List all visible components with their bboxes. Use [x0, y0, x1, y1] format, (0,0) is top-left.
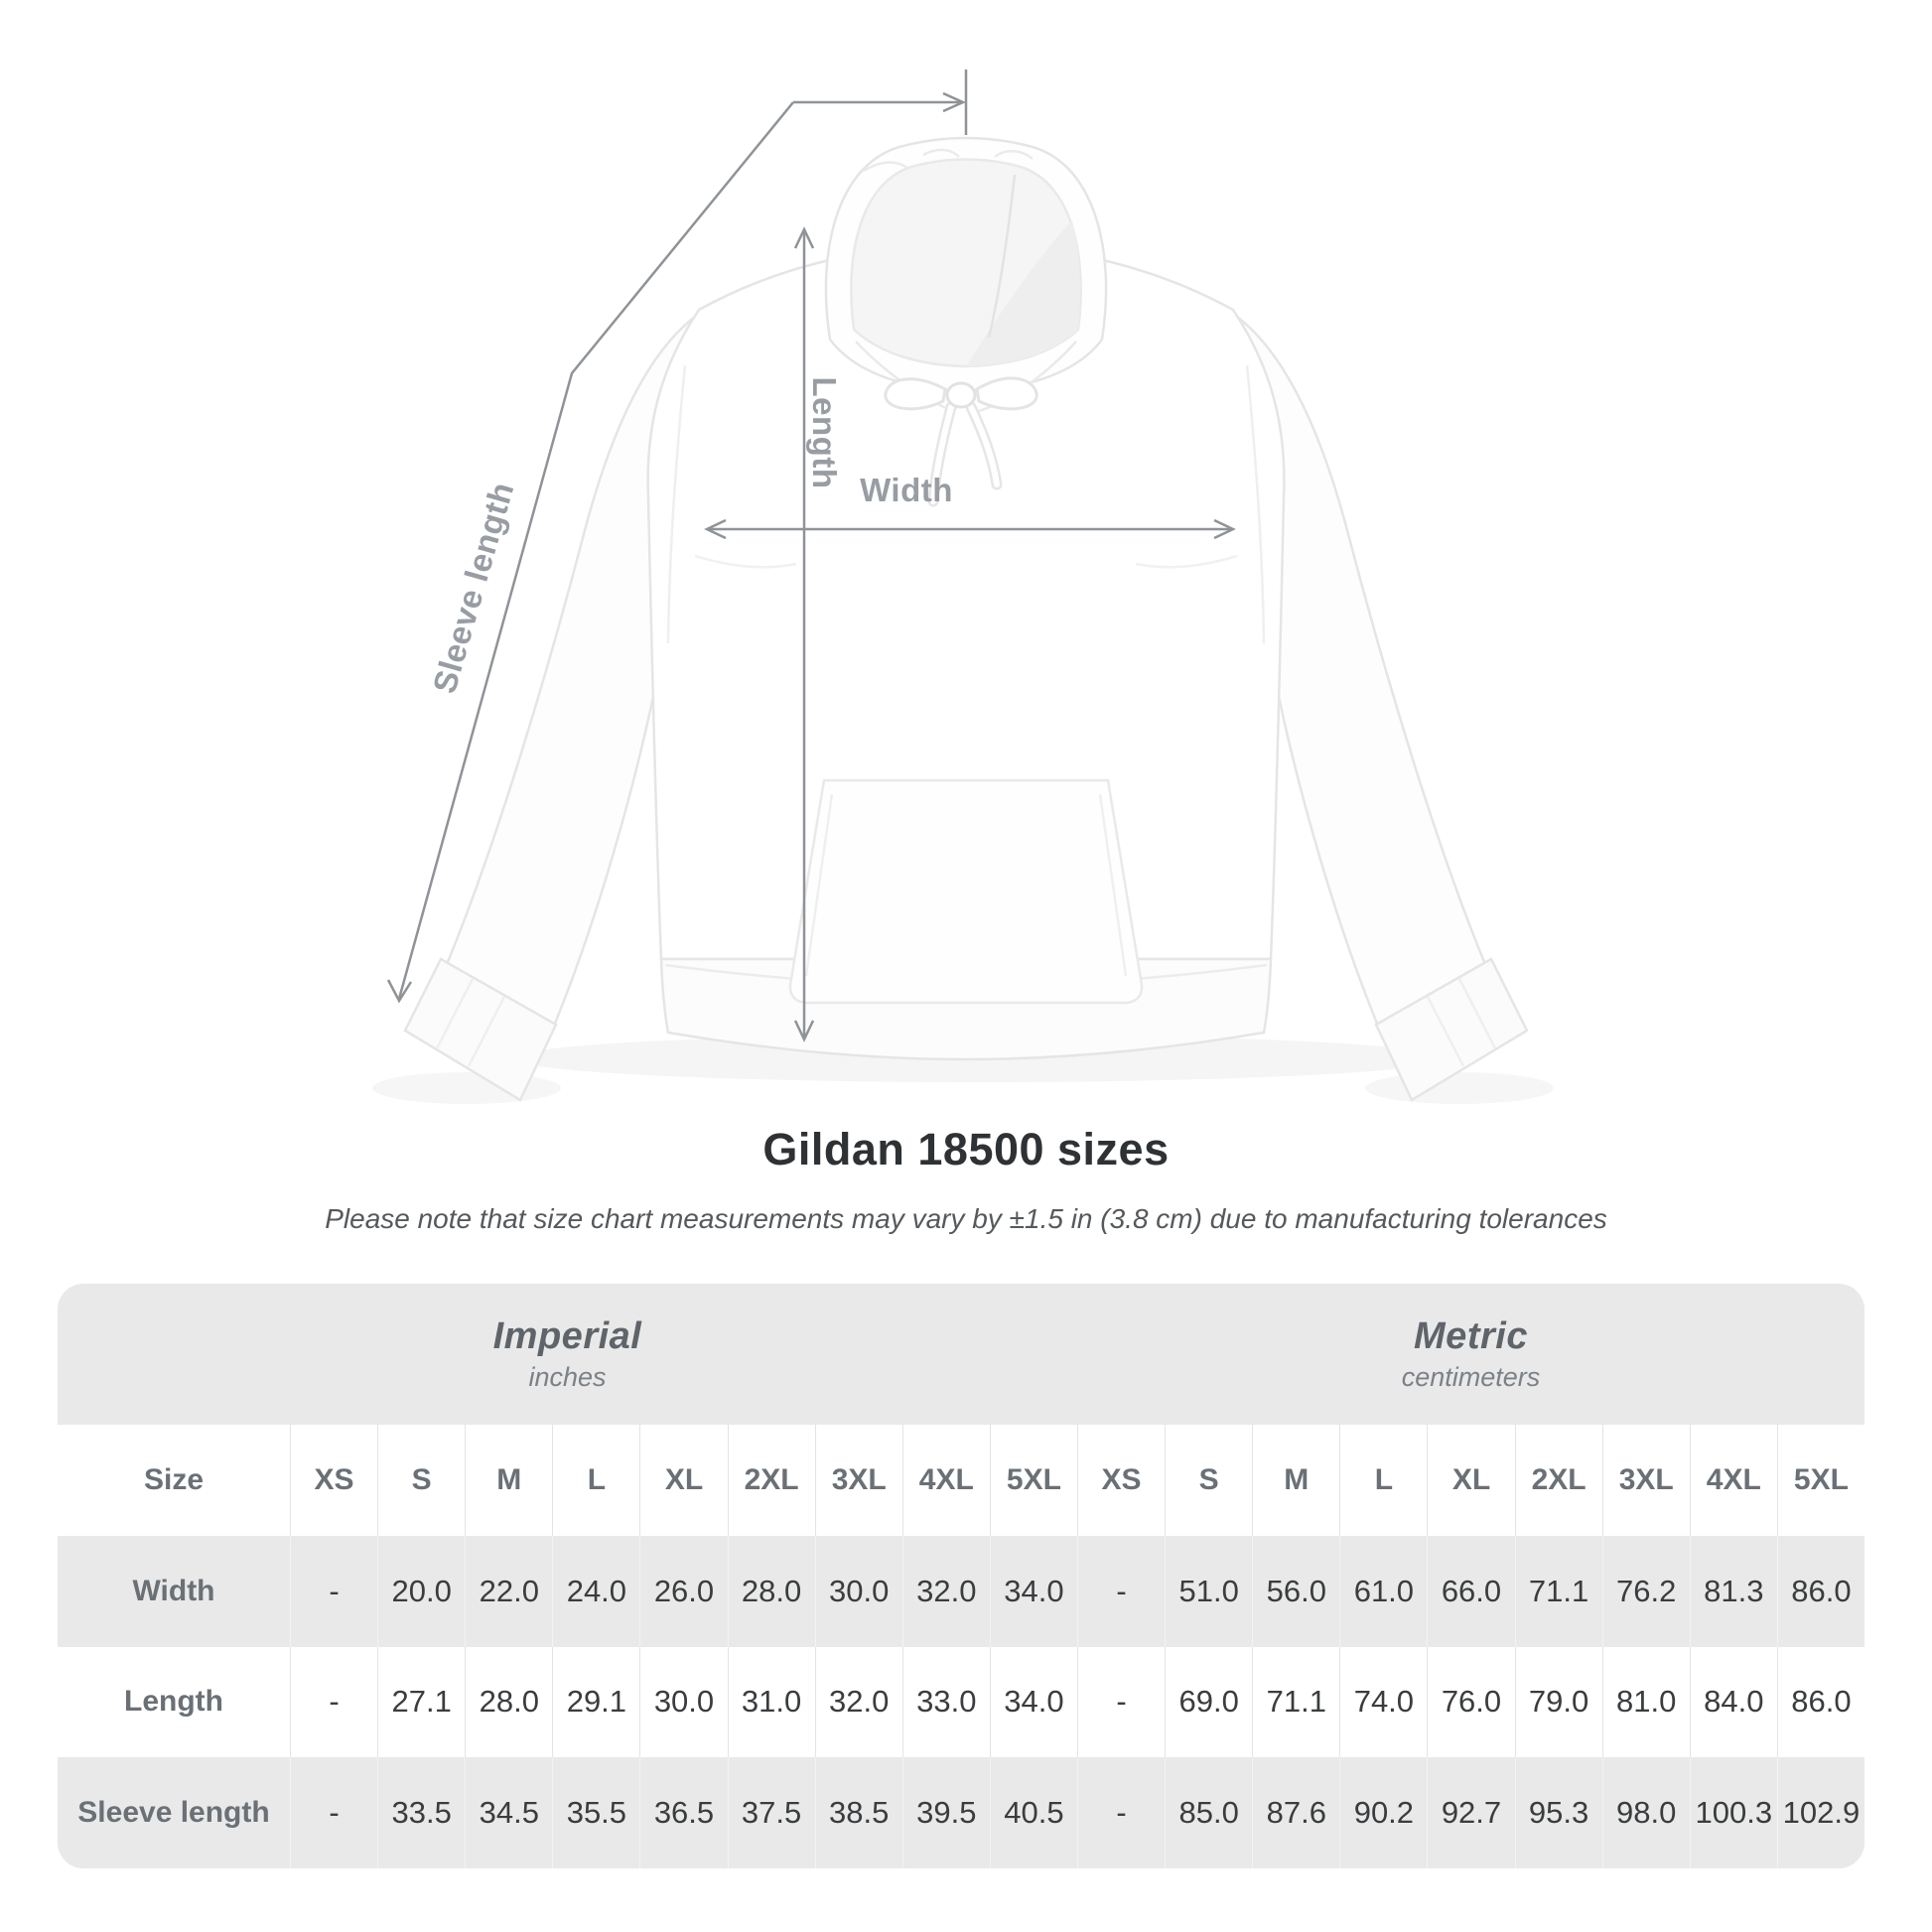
value-cell: 102.9	[1776, 1757, 1864, 1868]
page-title: Gildan 18500 sizes	[762, 1124, 1170, 1174]
value-cell: -	[290, 1535, 378, 1647]
value-cell: 51.0	[1165, 1535, 1253, 1647]
value-cell: 29.1	[552, 1646, 639, 1758]
value-cell: 86.0	[1776, 1535, 1864, 1647]
value-cell: 76.0	[1427, 1646, 1514, 1758]
value-cell: 66.0	[1427, 1535, 1515, 1647]
size-header-metric-m: M	[1252, 1425, 1339, 1536]
metric-header: Metric centimeters	[1077, 1284, 1864, 1425]
value-cell: 92.7	[1427, 1757, 1515, 1868]
metric-subtitle: centimeters	[1401, 1362, 1541, 1392]
value-cell: 71.1	[1514, 1535, 1602, 1647]
value-cell: 86.0	[1776, 1646, 1864, 1758]
drawstring-bow	[884, 376, 1038, 507]
size-column-header: Size	[143, 1462, 205, 1496]
value-cell: 56.0	[1252, 1535, 1340, 1647]
value-cell: 31.0	[727, 1646, 815, 1758]
value-cell: 74.0	[1339, 1646, 1427, 1758]
width-measure-label: Width	[860, 472, 953, 508]
row-label: Width	[58, 1535, 290, 1647]
value-cell: 30.0	[814, 1535, 902, 1647]
value-cell: 76.2	[1601, 1535, 1690, 1647]
tolerance-note: Please note that size chart measurements…	[325, 1203, 1607, 1234]
size-chart-table: Imperial inches Metric centimeters Size X…	[58, 1284, 1864, 1868]
value-cell: 81.0	[1601, 1646, 1690, 1758]
imperial-title: Imperial	[492, 1315, 642, 1357]
value-cell: 36.5	[639, 1757, 728, 1868]
value-cell: 28.0	[465, 1646, 552, 1758]
size-header-imperial-m: M	[465, 1425, 552, 1536]
sleeve-measure-line	[397, 100, 961, 1000]
imperial-header: Imperial inches	[58, 1284, 1077, 1425]
value-cell: 98.0	[1601, 1757, 1690, 1868]
kangaroo-pocket	[788, 778, 1144, 1005]
value-cell: 39.5	[901, 1757, 990, 1868]
size-header-metric-xl: XL	[1427, 1425, 1514, 1536]
hoodie-illustration	[403, 136, 1529, 1102]
value-cell: 95.3	[1514, 1757, 1602, 1868]
size-grid: Size XS S M L XL 2XL 3XL 4XL 5XL XS S M L XL 2XL 3XL 4XL 5…	[58, 1425, 1864, 1868]
value-cell: 27.1	[377, 1646, 465, 1758]
size-header-imperial-xl: XL	[639, 1425, 727, 1536]
right-cuff	[1374, 957, 1529, 1102]
value-cell: -	[290, 1757, 378, 1868]
left-cuff	[403, 957, 558, 1102]
size-header-metric-2xl: 2XL	[1514, 1425, 1602, 1536]
value-cell: 85.0	[1165, 1757, 1253, 1868]
value-cell: 69.0	[1165, 1646, 1252, 1758]
value-cell: -	[290, 1646, 377, 1758]
size-header-metric-3xl: 3XL	[1601, 1425, 1690, 1536]
value-cell: 28.0	[727, 1535, 815, 1647]
size-header-metric-xs: XS	[1077, 1425, 1165, 1536]
value-cell: 71.1	[1252, 1646, 1339, 1758]
value-cell: 61.0	[1339, 1535, 1428, 1647]
value-cell: 90.2	[1339, 1757, 1428, 1868]
value-cell: 33.5	[377, 1757, 466, 1868]
value-cell: 32.0	[901, 1535, 990, 1647]
size-header-imperial-3xl: 3XL	[814, 1425, 902, 1536]
value-cell: 20.0	[377, 1535, 466, 1647]
size-header-metric-l: L	[1339, 1425, 1427, 1536]
value-cell: 79.0	[1514, 1646, 1602, 1758]
imperial-subtitle: inches	[528, 1362, 607, 1392]
value-cell: 35.5	[552, 1757, 640, 1868]
value-cell: 34.5	[465, 1757, 553, 1868]
row-label: Length	[124, 1685, 223, 1719]
value-cell: 100.3	[1689, 1757, 1777, 1868]
size-header-imperial-5xl: 5XL	[989, 1425, 1077, 1536]
row-label: Sleeve length	[58, 1757, 290, 1868]
size-header-metric-4xl: 4XL	[1689, 1425, 1777, 1536]
size-header-imperial-xs: XS	[290, 1425, 377, 1536]
size-header-imperial-2xl: 2XL	[727, 1425, 815, 1536]
size-header-metric-s: S	[1165, 1425, 1252, 1536]
size-header-imperial-s: S	[377, 1425, 465, 1536]
size-header-imperial-4xl: 4XL	[901, 1425, 990, 1536]
measurement-arrows	[386, 69, 1236, 1042]
value-cell: 22.0	[465, 1535, 553, 1647]
metric-title: Metric	[1414, 1315, 1528, 1357]
hoodie-measurement-diagram: Length Width Sleeve length	[386, 69, 1529, 1102]
value-cell: 34.0	[989, 1646, 1077, 1758]
length-measure-label: Length	[806, 376, 843, 489]
value-cell: 26.0	[639, 1535, 728, 1647]
value-cell: -	[1077, 1535, 1166, 1647]
value-cell: -	[1077, 1757, 1166, 1868]
value-cell: 34.0	[989, 1535, 1077, 1647]
value-cell: 30.0	[639, 1646, 727, 1758]
value-cell: -	[1077, 1646, 1165, 1758]
hoodie-photo	[386, 69, 1529, 1102]
size-header-imperial-l: L	[552, 1425, 639, 1536]
value-cell: 24.0	[552, 1535, 640, 1647]
value-cell: 40.5	[989, 1757, 1077, 1868]
value-cell: 37.5	[727, 1757, 815, 1868]
value-cell: 87.6	[1252, 1757, 1340, 1868]
value-cell: 38.5	[814, 1757, 902, 1868]
size-header-metric-5xl: 5XL	[1776, 1425, 1864, 1536]
value-cell: 32.0	[814, 1646, 902, 1758]
value-cell: 33.0	[901, 1646, 990, 1758]
value-cell: 81.3	[1689, 1535, 1777, 1647]
unit-header-band: Imperial inches Metric centimeters	[58, 1284, 1864, 1425]
value-cell: 84.0	[1689, 1646, 1777, 1758]
